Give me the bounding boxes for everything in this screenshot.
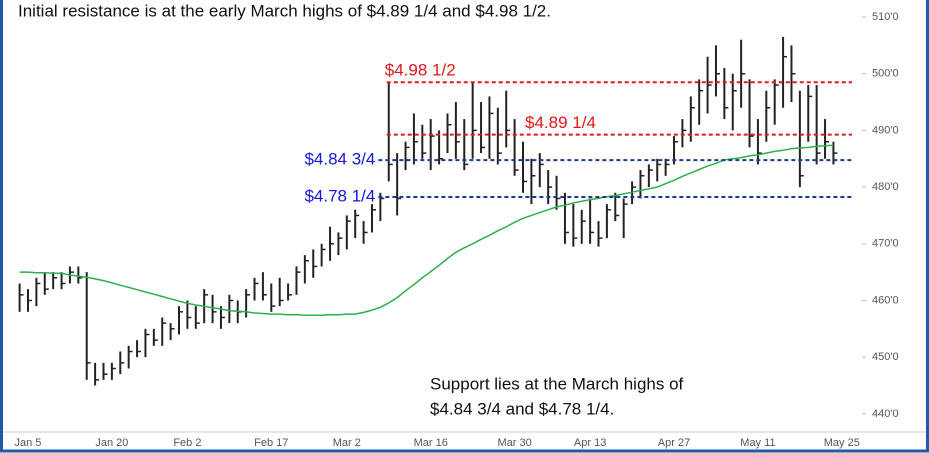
y-tick-label: 500'0 [872, 68, 899, 80]
y-tick-label: 450'0 [872, 351, 899, 363]
x-tick-label: Mar 2 [333, 437, 361, 449]
level-label: $4.84 3/4 [304, 150, 375, 169]
annotation: $4.84 3/4 and $4.78 1/4. [430, 399, 614, 418]
x-tick-label: Jan 20 [95, 437, 128, 449]
price-bars [18, 36, 838, 386]
level-label: $4.89 1/4 [525, 113, 596, 132]
x-tick-label: Jan 5 [15, 437, 42, 449]
x-tick-label: Feb 2 [173, 437, 201, 449]
x-tick-label: Mar 30 [497, 437, 531, 449]
y-tick-label: 440'0 [872, 408, 899, 420]
annotation: Support lies at the March highs of [430, 374, 684, 393]
x-tick-label: May 11 [740, 437, 775, 449]
y-tick-label: 470'0 [872, 238, 899, 250]
annotation: Initial resistance is at the early March… [18, 1, 551, 20]
level-label: $4.98 1/2 [385, 61, 456, 80]
y-tick-label: 480'0 [872, 181, 899, 193]
y-tick-label: 490'0 [872, 124, 899, 136]
moving-average [19, 144, 834, 316]
y-tick-label: 510'0 [872, 11, 899, 23]
x-tick-label: Mar 16 [414, 437, 448, 449]
x-tick-label: Apr 13 [574, 437, 606, 449]
level-label: $4.78 1/4 [304, 187, 375, 206]
x-tick-label: Feb 17 [254, 437, 288, 449]
x-tick-label: Apr 27 [658, 437, 690, 449]
x-tick-label: May 25 [824, 437, 860, 449]
y-tick-label: 460'0 [872, 294, 899, 306]
